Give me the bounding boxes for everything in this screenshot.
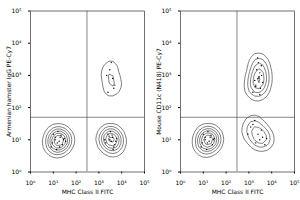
svg-text:10³: 10³ [161, 71, 172, 78]
svg-text:10²: 10² [221, 179, 232, 186]
svg-text:10⁴: 10⁴ [117, 179, 128, 186]
svg-text:10³: 10³ [94, 179, 105, 186]
svg-text:MHC Class II FITC: MHC Class II FITC [62, 188, 114, 195]
svg-text:10²: 10² [11, 104, 22, 111]
svg-text:10²: 10² [71, 179, 82, 186]
svg-text:10⁵: 10⁵ [289, 179, 300, 186]
svg-text:10⁵: 10⁵ [161, 7, 172, 14]
svg-text:10¹: 10¹ [48, 179, 59, 186]
svg-text:10¹: 10¹ [161, 136, 172, 143]
svg-text:Armenian hamster IgG PE-Cy7: Armenian hamster IgG PE-Cy7 [5, 46, 13, 137]
svg-text:10¹: 10¹ [11, 136, 22, 143]
svg-text:10⁴: 10⁴ [267, 179, 278, 186]
svg-text:10⁰: 10⁰ [25, 179, 36, 186]
svg-text:10⁵: 10⁵ [139, 179, 150, 186]
svg-text:10¹: 10¹ [198, 179, 209, 186]
svg-text:10³: 10³ [244, 179, 255, 186]
svg-text:10⁴: 10⁴ [161, 39, 172, 46]
svg-text:10⁰: 10⁰ [161, 168, 172, 175]
svg-text:10⁰: 10⁰ [175, 179, 186, 186]
svg-text:Mouse CD11c (N418) PE-Cy7: Mouse CD11c (N418) PE-Cy7 [155, 48, 163, 135]
svg-text:10³: 10³ [11, 71, 22, 78]
svg-text:MHC Class II FITC: MHC Class II FITC [212, 188, 264, 195]
svg-text:10⁴: 10⁴ [11, 39, 22, 46]
svg-text:10⁵: 10⁵ [11, 7, 22, 14]
svg-text:10⁰: 10⁰ [11, 168, 22, 175]
svg-text:10²: 10² [161, 104, 172, 111]
